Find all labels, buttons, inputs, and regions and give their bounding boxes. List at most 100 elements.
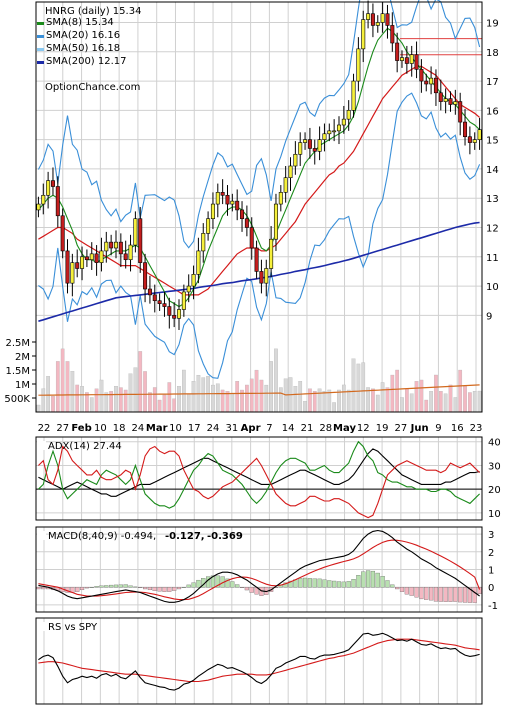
candle-body — [70, 262, 75, 284]
macd-histogram-bar — [75, 587, 80, 592]
volume-bar — [303, 401, 307, 413]
volume-bar — [395, 369, 400, 413]
macd-histogram-bar — [104, 585, 109, 588]
macd-tick-label: 2 — [488, 548, 494, 559]
legend-entry: SMA(50) 16.18 — [46, 43, 120, 54]
candle-body — [128, 244, 133, 261]
volume-bar — [429, 391, 433, 413]
candle-body — [259, 271, 264, 284]
macd-histogram-bar — [332, 580, 337, 588]
candle-body — [361, 19, 366, 50]
candle-body — [317, 139, 322, 152]
macd-histogram-bar — [235, 584, 240, 588]
macd-tick-label: 0 — [488, 583, 494, 594]
candle-body — [356, 48, 361, 82]
volume-bar — [235, 381, 240, 413]
macd-histogram-bar — [138, 587, 143, 588]
candle-body — [346, 110, 351, 120]
x-tick-label: 27 — [395, 423, 408, 434]
candle-body — [162, 303, 167, 307]
volume-bar — [186, 393, 191, 413]
volume-bar — [351, 358, 356, 413]
macd-panel-frame — [35, 526, 483, 613]
volume-bar — [167, 382, 172, 413]
candle-body — [298, 142, 303, 155]
macd-title: MACD(8,40,9) -0.494, — [48, 531, 156, 542]
candle-body — [220, 192, 225, 196]
volume-bar — [172, 398, 177, 413]
macd-histogram-bar — [380, 576, 385, 588]
adx-series-line — [38, 445, 480, 519]
volume-bar — [371, 388, 375, 413]
candle-body — [370, 13, 375, 26]
x-tick-label: 10 — [94, 423, 107, 434]
adx-series-line — [38, 448, 480, 497]
macd-histogram — [36, 570, 482, 603]
candle-body — [201, 233, 206, 252]
macd-histogram-bar — [118, 584, 123, 588]
candle-body — [152, 294, 157, 302]
x-tick-label: 24 — [132, 423, 145, 434]
macd-histogram-bar — [414, 587, 419, 598]
price-tick-label: 12 — [486, 224, 499, 235]
macd-histogram-bar — [346, 581, 351, 588]
candle-body — [472, 139, 477, 143]
x-tick-label: Mar — [146, 423, 168, 434]
macd-histogram-bar — [172, 587, 177, 591]
volume-bar — [46, 376, 50, 413]
candle-body — [351, 80, 356, 111]
price-tick-label: 9 — [486, 311, 492, 322]
macd-histogram-bar — [298, 578, 303, 588]
volume-bar — [157, 399, 162, 413]
volume-bar — [138, 351, 143, 413]
macd-histogram-bar — [375, 572, 380, 588]
x-tick-label: 16 — [451, 423, 464, 434]
candle-body — [191, 274, 196, 287]
volume-bar — [177, 386, 181, 413]
volume-bar — [424, 399, 429, 413]
volume-tick-label: 2.5M — [5, 338, 30, 349]
price-tick-label: 14 — [486, 165, 499, 176]
candle-body — [230, 200, 235, 205]
volume-bar — [468, 392, 472, 413]
candle-body — [225, 194, 230, 205]
macd-histogram-bar — [84, 587, 89, 589]
volume-bar — [463, 386, 467, 413]
candle-body — [181, 291, 186, 310]
macd-signal-line — [38, 539, 481, 601]
adx-label-bg — [37, 441, 46, 450]
macd-histogram-bar — [230, 581, 235, 588]
price-tick-label: 19 — [486, 19, 499, 30]
candle-body — [60, 215, 65, 252]
price-tick-label: 17 — [486, 77, 499, 88]
macd-histogram-bar — [36, 587, 41, 590]
candle-body — [118, 241, 123, 255]
macd-histogram-bar — [244, 587, 249, 591]
volume-bar — [356, 363, 361, 413]
chart-title: HNRG (daily) 15.34 — [45, 6, 141, 17]
candle-body — [322, 133, 327, 140]
volume-bar — [341, 384, 346, 413]
candle-body — [143, 262, 148, 290]
volume-bar — [448, 384, 453, 413]
macd-tick-label: 1 — [488, 566, 494, 577]
macd-histogram-bar — [370, 570, 376, 588]
x-tick-label: 21 — [301, 423, 314, 434]
candle-body — [463, 121, 468, 138]
macd-histogram-bar — [157, 587, 162, 592]
candle-body — [94, 253, 99, 263]
macd-histogram-bar — [191, 582, 196, 588]
candle-body — [453, 101, 458, 105]
macd-histogram-bar — [288, 580, 293, 588]
legend-entry: SMA(20) 16.16 — [46, 30, 120, 41]
candle-body — [419, 69, 424, 82]
volume-bar — [191, 381, 196, 413]
macd-signal-value: -0.127, — [165, 531, 205, 542]
candle-body — [293, 153, 298, 167]
candle-body — [55, 186, 60, 217]
volume-bar — [405, 388, 409, 413]
macd-histogram-bar — [152, 587, 157, 591]
volume-bar — [245, 384, 249, 413]
candle-body — [414, 54, 419, 70]
